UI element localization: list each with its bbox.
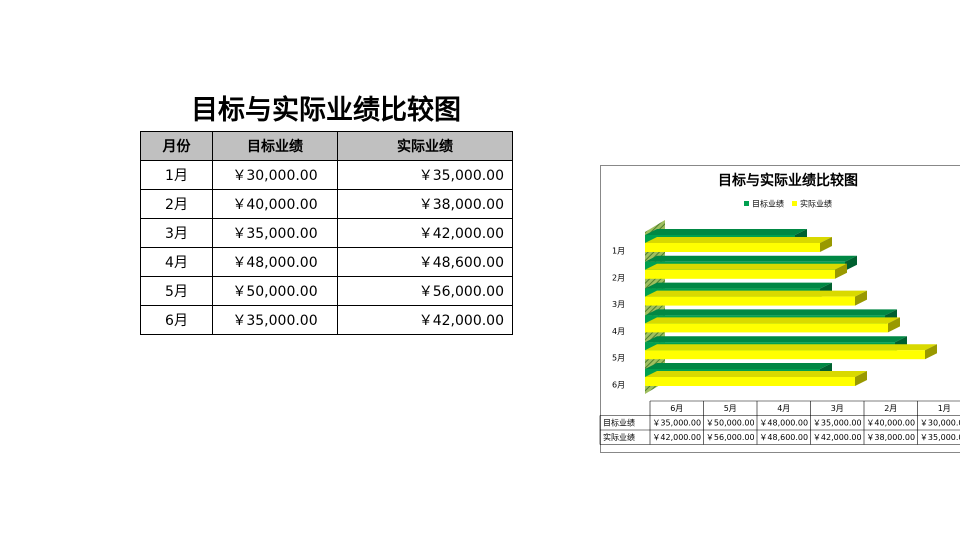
bar-end bbox=[845, 255, 857, 271]
table-cell: ￥35,000.00 bbox=[212, 218, 338, 248]
table-column-label: 4月 bbox=[777, 404, 790, 413]
category-label: 1月 bbox=[612, 247, 625, 256]
bar-top bbox=[645, 290, 867, 297]
table-value: ￥50,000.00 bbox=[706, 418, 755, 427]
table-value: ￥35,000.00 bbox=[652, 418, 701, 427]
bar-top bbox=[645, 371, 867, 377]
table-cell: ￥30,000.00 bbox=[212, 160, 338, 190]
table-cell: ￥42,000.00 bbox=[337, 218, 513, 248]
data-table: 月份 目标业绩 实际业绩 1月 ￥30,000.00 ￥35,000.00 2月 ￥40,00… bbox=[140, 131, 513, 335]
category-label: 2月 bbox=[612, 273, 625, 282]
header-cell: 实际业绩 bbox=[337, 131, 513, 161]
table-cell: 4月 bbox=[140, 247, 213, 277]
table-cell: ￥35,000.00 bbox=[212, 305, 338, 335]
table-column-label: 2月 bbox=[884, 404, 897, 413]
table-row: 4月 ￥48,000.00 ￥48,600.00 bbox=[140, 247, 513, 277]
table-cell: ￥35,000.00 bbox=[337, 160, 513, 190]
bar-top bbox=[645, 309, 897, 316]
bar-end bbox=[835, 263, 847, 279]
category-label: 3月 bbox=[612, 300, 625, 309]
header-cell: 目标业绩 bbox=[212, 131, 338, 161]
table-value: ￥35,000.00 bbox=[920, 433, 960, 442]
table-row: 3月 ￥35,000.00 ￥42,000.00 bbox=[140, 218, 513, 248]
table-cell: ￥48,600.00 bbox=[337, 247, 513, 277]
table-row: 2月 ￥40,000.00 ￥38,000.00 bbox=[140, 189, 513, 219]
bar-end bbox=[855, 371, 867, 386]
header-cell: 月份 bbox=[140, 131, 213, 161]
bar-top bbox=[645, 237, 832, 243]
legend-label: 目标业绩 bbox=[752, 199, 784, 209]
bar bbox=[645, 243, 820, 252]
table-column-label: 6月 bbox=[670, 404, 683, 413]
table-value: ￥35,000.00 bbox=[813, 418, 862, 427]
legend-swatch bbox=[744, 201, 749, 206]
table-row-label: 目标业绩 bbox=[603, 417, 635, 427]
bar-top bbox=[645, 229, 807, 235]
table-cell: 6月 bbox=[140, 305, 213, 335]
table-value: ￥42,000.00 bbox=[652, 433, 701, 442]
header-row: 月份 目标业绩 实际业绩 bbox=[140, 131, 513, 161]
table-value: ￥30,000.00 bbox=[920, 418, 960, 427]
bar-top bbox=[645, 282, 832, 289]
bar bbox=[645, 377, 855, 386]
table-value: ￥40,000.00 bbox=[866, 418, 915, 427]
chart-title: 目标与实际业绩比较图 bbox=[718, 172, 858, 189]
table-column-label: 3月 bbox=[831, 404, 844, 413]
page-title: 目标与实际业绩比较图 bbox=[191, 95, 461, 126]
table-column-label: 5月 bbox=[724, 404, 737, 413]
table-cell: ￥38,000.00 bbox=[337, 189, 513, 219]
bar-end bbox=[888, 317, 900, 333]
table-value: ￥38,000.00 bbox=[866, 433, 915, 442]
table-value: ￥48,600.00 bbox=[759, 433, 808, 442]
bar-top bbox=[645, 263, 847, 270]
bar-end bbox=[855, 290, 867, 306]
table-column-label: 1月 bbox=[938, 404, 951, 413]
bar-top bbox=[645, 317, 900, 324]
table-value: ￥56,000.00 bbox=[706, 433, 755, 442]
table-row: 1月 ￥30,000.00 ￥35,000.00 bbox=[140, 160, 513, 190]
table-cell: ￥48,000.00 bbox=[212, 247, 338, 277]
legend-swatch bbox=[792, 201, 797, 206]
bar-end bbox=[925, 344, 937, 360]
table-cell: 3月 bbox=[140, 218, 213, 248]
table-row: 6月 ￥35,000.00 ￥42,000.00 bbox=[140, 305, 513, 335]
bar-top bbox=[645, 255, 857, 262]
bar bbox=[645, 296, 855, 306]
table-value: ￥42,000.00 bbox=[813, 433, 862, 442]
bar bbox=[645, 350, 925, 360]
table-cell: ￥56,000.00 bbox=[337, 276, 513, 306]
bar-top bbox=[645, 363, 832, 369]
category-label: 6月 bbox=[612, 381, 625, 390]
legend-label: 实际业绩 bbox=[800, 199, 832, 209]
table-cell: ￥40,000.00 bbox=[212, 189, 338, 219]
table-value: ￥48,000.00 bbox=[759, 418, 808, 427]
table-cell: ￥42,000.00 bbox=[337, 305, 513, 335]
bar bbox=[645, 269, 835, 279]
table-cell: 2月 bbox=[140, 189, 213, 219]
bar-top bbox=[645, 336, 907, 343]
category-label: 4月 bbox=[612, 327, 625, 336]
bar-end bbox=[820, 237, 832, 252]
bar bbox=[645, 323, 888, 333]
table-row: 5月 ￥50,000.00 ￥56,000.00 bbox=[140, 276, 513, 306]
table-row-label: 实际业绩 bbox=[603, 432, 635, 442]
bar-top bbox=[645, 344, 937, 351]
category-label: 5月 bbox=[612, 354, 625, 363]
